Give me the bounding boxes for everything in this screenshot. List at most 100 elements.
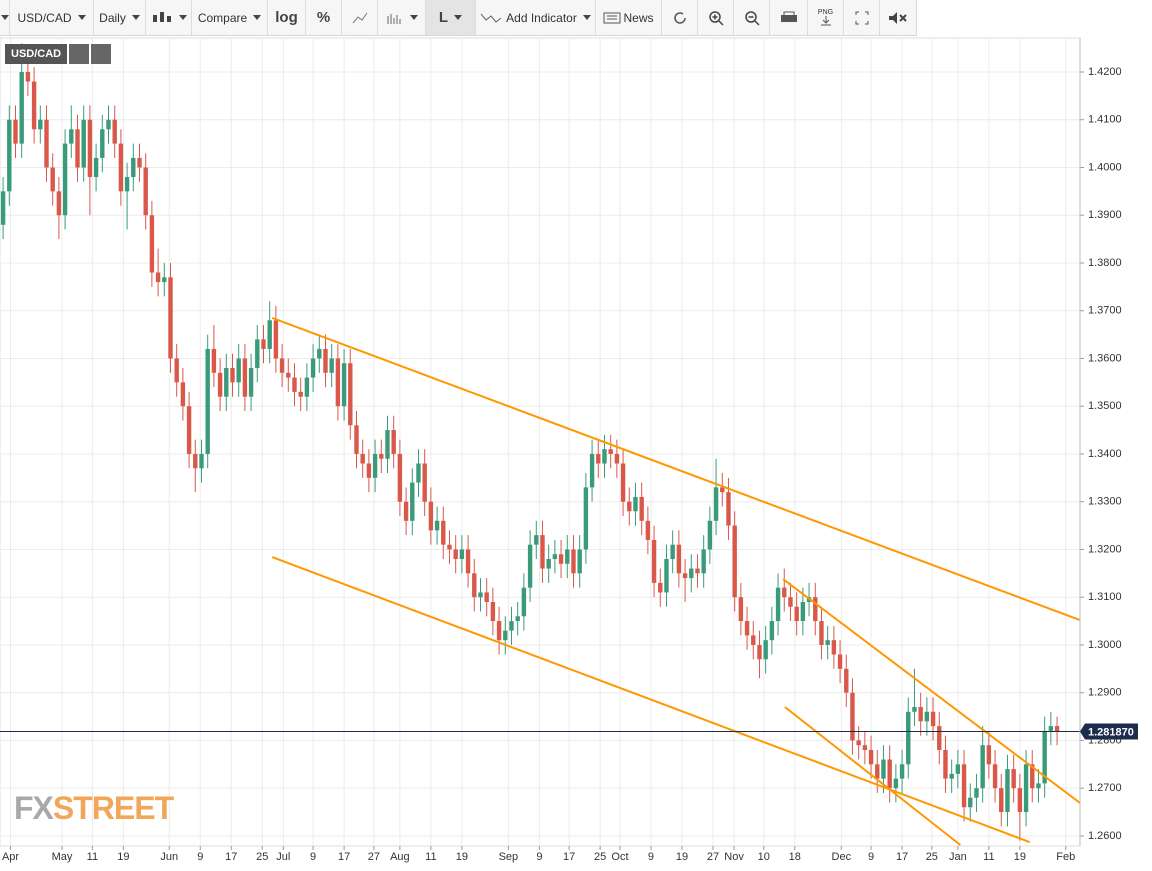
refresh-icon[interactable] bbox=[69, 44, 90, 64]
candle-body bbox=[230, 368, 235, 383]
candles-icon bbox=[152, 11, 171, 22]
log-button[interactable]: log bbox=[268, 0, 306, 35]
candle-body bbox=[100, 129, 105, 158]
candle-body bbox=[930, 711, 936, 727]
candle-body bbox=[224, 368, 229, 397]
candle-body bbox=[676, 544, 682, 574]
candle-body bbox=[441, 520, 446, 545]
candle-body bbox=[478, 592, 483, 598]
draw-button[interactable] bbox=[342, 0, 378, 35]
candle-body bbox=[118, 143, 124, 192]
candle-body bbox=[552, 554, 558, 560]
calendar-icon[interactable] bbox=[91, 44, 112, 64]
candle-body bbox=[465, 549, 471, 574]
y-tick-label: 1.2700 bbox=[1088, 782, 1122, 794]
trend-line bbox=[271, 556, 1031, 844]
candle-body bbox=[372, 453, 378, 478]
y-tick-label: 1.4100 bbox=[1088, 114, 1122, 126]
candle-body bbox=[999, 788, 1004, 813]
x-tick-label: 25 bbox=[594, 851, 606, 863]
volume-select[interactable] bbox=[378, 0, 426, 35]
x-tick-label: Jan bbox=[949, 851, 967, 863]
interval-select[interactable]: Daily bbox=[94, 0, 146, 35]
marks bbox=[0, 43, 1080, 846]
png-button[interactable]: PNG bbox=[808, 0, 844, 35]
candle-body bbox=[304, 377, 310, 397]
mute-icon bbox=[889, 11, 907, 24]
candle-body bbox=[242, 358, 248, 397]
candle-body bbox=[726, 492, 731, 526]
candle-body bbox=[1042, 730, 1047, 784]
candle-body bbox=[416, 463, 421, 483]
candle-body bbox=[689, 568, 694, 579]
axes: 1.26001.27001.28001.29001.30001.31001.32… bbox=[2, 38, 1138, 863]
percent-button[interactable]: % bbox=[306, 0, 342, 35]
candle-body bbox=[348, 363, 353, 426]
candle-body bbox=[992, 764, 998, 789]
candle-body bbox=[323, 348, 328, 373]
menu-button[interactable] bbox=[0, 0, 10, 35]
candle-body bbox=[887, 759, 892, 789]
watermark: FXSTREET bbox=[14, 790, 174, 827]
candle-body bbox=[366, 463, 372, 478]
y-tick-label: 1.3500 bbox=[1088, 400, 1122, 412]
candle-body bbox=[44, 119, 49, 168]
candle-body bbox=[546, 559, 551, 569]
candle-body bbox=[701, 549, 706, 574]
x-tick-label: 19 bbox=[117, 851, 129, 863]
candle-body bbox=[856, 740, 861, 746]
zoom-in-button[interactable] bbox=[698, 0, 734, 35]
y-tick-label: 1.3600 bbox=[1088, 352, 1122, 364]
candle-body bbox=[974, 788, 979, 798]
candle-body bbox=[664, 559, 669, 593]
candle-body bbox=[75, 129, 80, 168]
news-button[interactable]: News bbox=[596, 0, 662, 35]
candle-body bbox=[875, 764, 880, 779]
candle-body bbox=[571, 549, 576, 574]
refresh-button[interactable] bbox=[662, 0, 698, 35]
x-tick-label: Apr bbox=[2, 851, 19, 863]
candle-body bbox=[651, 539, 657, 583]
candle-body bbox=[217, 372, 223, 397]
symbol-select[interactable]: USD/CAD bbox=[10, 0, 94, 35]
zoom-out-button[interactable] bbox=[734, 0, 770, 35]
candle-body bbox=[472, 573, 477, 598]
trend-line bbox=[782, 578, 1080, 804]
candle-body bbox=[968, 797, 973, 808]
candle-body bbox=[155, 272, 161, 283]
candle-body bbox=[453, 549, 458, 560]
mute-button[interactable] bbox=[880, 0, 916, 35]
candle-body bbox=[236, 358, 241, 383]
compare-select[interactable]: Compare bbox=[192, 0, 268, 35]
download-icon bbox=[820, 16, 831, 26]
y-tick-label: 1.3100 bbox=[1088, 591, 1122, 603]
x-tick-label: 10 bbox=[758, 851, 770, 863]
x-tick-label: Oct bbox=[611, 851, 628, 863]
x-tick-label: 25 bbox=[256, 851, 268, 863]
zoom-out-icon bbox=[744, 10, 760, 26]
candle-body bbox=[25, 71, 31, 82]
candle-body bbox=[422, 463, 427, 502]
x-tick-label: Sep bbox=[499, 851, 519, 863]
x-tick-label: Aug bbox=[390, 851, 410, 863]
candle-body bbox=[837, 654, 843, 669]
candle-body bbox=[186, 406, 192, 454]
candle-body bbox=[112, 119, 117, 144]
print-button[interactable] bbox=[770, 0, 808, 35]
candle-body bbox=[1048, 726, 1054, 731]
candle-body bbox=[602, 449, 607, 464]
candle-body bbox=[583, 487, 589, 550]
candle-body bbox=[434, 520, 440, 531]
indicator-select[interactable]: Add Indicator bbox=[476, 0, 596, 35]
candle-body bbox=[881, 759, 886, 779]
line-select[interactable]: L bbox=[426, 0, 476, 35]
indicator-text: Add Indicator bbox=[506, 10, 577, 25]
fullscreen-button[interactable] bbox=[844, 0, 880, 35]
chart-type-select[interactable] bbox=[146, 0, 192, 35]
candle-body bbox=[707, 520, 713, 550]
candle-body bbox=[980, 745, 985, 789]
x-tick-label: 19 bbox=[456, 851, 468, 863]
candle-body bbox=[819, 621, 824, 645]
x-tick-label: Jul bbox=[276, 851, 290, 863]
